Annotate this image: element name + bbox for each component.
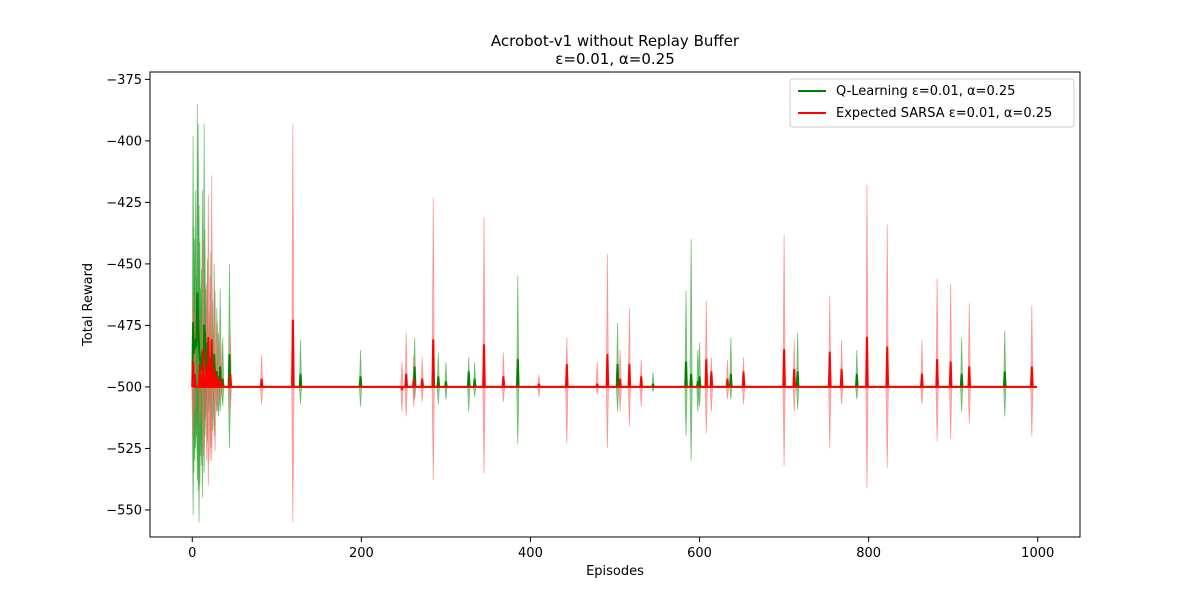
band-expected-sarsa-24	[605, 254, 609, 449]
y-tick-label: −500	[106, 380, 142, 395]
y-tick-label: −400	[106, 134, 142, 149]
band-expected-sarsa-38	[920, 340, 924, 405]
x-tick-label: 200	[349, 546, 374, 561]
band-expected-sarsa-37	[885, 224, 889, 469]
y-tick-label: −375	[106, 73, 142, 88]
y-tick-label: −425	[106, 196, 142, 211]
x-tick-label: 600	[687, 546, 712, 561]
chart-subtitle: ε=0.01, α=0.25	[555, 50, 674, 68]
legend: Q-Learning ε=0.01, α=0.25 Expected SARSA…	[789, 78, 1075, 128]
band-expected-sarsa-7	[210, 175, 214, 461]
band-q-learning-25	[298, 340, 302, 405]
plot-area	[149, 71, 1081, 538]
band-q-learning-38	[698, 342, 702, 407]
legend-label-expected-sarsa: Expected SARSA ε=0.01, α=0.25	[836, 106, 1052, 121]
band-expected-sarsa-41	[967, 303, 971, 424]
y-tick-label: −450	[106, 257, 142, 272]
x-tick-label: 800	[856, 546, 881, 561]
plot-frame	[149, 71, 1081, 538]
variance-bands	[191, 103, 1034, 523]
series-line-expected-sarsa	[191, 319, 1038, 391]
legend-label-q-learning: Q-Learning ε=0.01, α=0.25	[836, 84, 1015, 99]
y-axis: −550 −525 −500 −475 −450 −425 −400 −375	[106, 73, 150, 518]
band-expected-sarsa-23	[595, 362, 599, 395]
series-lines	[191, 292, 1038, 391]
band-expected-sarsa-40	[949, 283, 953, 439]
band-expected-sarsa-22	[565, 337, 569, 444]
series-line-q-learning	[191, 292, 1038, 388]
y-axis-label: Total Reward	[81, 263, 96, 347]
band-q-learning-39	[729, 337, 733, 400]
x-tick-label: 400	[518, 546, 543, 561]
x-tick-label: 1000	[1021, 546, 1054, 561]
x-axis: 0 200 400 600 800 1000	[188, 537, 1054, 561]
y-tick-label: −525	[106, 442, 142, 457]
band-expected-sarsa-18	[431, 197, 435, 481]
band-q-learning-34	[651, 372, 655, 392]
y-tick-label: −550	[106, 503, 142, 518]
band-q-learning-40	[796, 332, 800, 410]
band-q-learning-36	[689, 239, 693, 461]
band-expected-sarsa-36	[865, 185, 869, 488]
band-q-learning-29	[444, 362, 448, 400]
y-tick-label: −475	[106, 319, 142, 334]
x-axis-label: Episodes	[586, 564, 644, 579]
x-tick-label: 0	[188, 546, 196, 561]
legend-box	[789, 78, 1075, 128]
chart-title: Acrobot-v1 without Replay Buffer	[491, 32, 740, 50]
